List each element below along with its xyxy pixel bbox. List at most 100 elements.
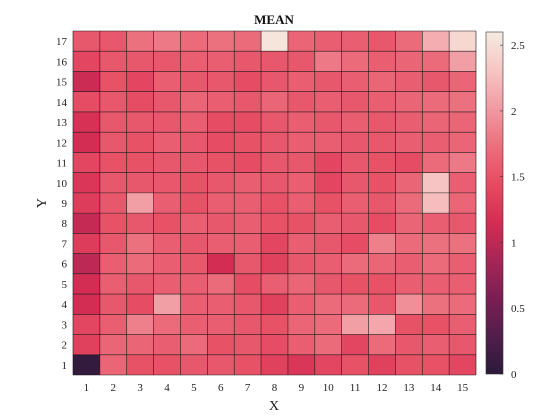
heatmap-cell-x2-y10 — [99, 172, 127, 193]
heatmap-cell-x9-y2 — [287, 334, 315, 355]
heatmap-cell-x3-y13 — [126, 111, 154, 133]
heatmap-cell-x12-y4 — [368, 294, 396, 315]
heatmap-cells — [73, 31, 476, 375]
heatmap-cell-x5-y5 — [180, 273, 208, 295]
heatmap-cell-x9-y14 — [287, 91, 315, 112]
x-tick-labels: 1 2 3 4 5 6 7 8 9 10 11 12 13 14 15 — [84, 382, 469, 394]
heatmap-cell-x6-y3 — [207, 314, 235, 335]
heatmap-cell-x7-y4 — [234, 294, 262, 315]
heatmap-cell-x11-y10 — [341, 172, 369, 193]
heatmap-cell-x1-y8 — [73, 213, 100, 234]
heatmap-cell-x2-y3 — [99, 314, 127, 335]
heatmap-cell-x12-y11 — [368, 152, 396, 173]
heatmap-cell-x10-y13 — [314, 111, 342, 133]
heatmap-cell-x15-y5 — [449, 273, 476, 295]
y-tick-label: 11 — [56, 158, 67, 170]
heatmap-cell-x11-y15 — [341, 71, 369, 92]
heatmap-cell-x12-y17 — [368, 31, 396, 52]
heatmap-cell-x2-y17 — [99, 31, 127, 52]
heatmap-cell-x7-y14 — [234, 91, 262, 112]
heatmap-cell-x15-y12 — [449, 132, 476, 153]
heatmap-cell-x10-y8 — [314, 213, 342, 234]
heatmap-cell-x7-y9 — [234, 192, 262, 214]
heatmap-cell-x12-y1 — [368, 354, 396, 375]
heatmap-cell-x6-y13 — [207, 111, 235, 133]
heatmap-cell-x4-y7 — [153, 233, 181, 254]
heatmap-cell-x4-y2 — [153, 334, 181, 355]
heatmap-cell-x14-y5 — [422, 273, 450, 295]
heatmap-cell-x8-y11 — [261, 152, 288, 173]
heatmap-cell-x5-y1 — [180, 354, 208, 375]
heatmap-cell-x5-y15 — [180, 71, 208, 92]
heatmap-cell-x11-y13 — [341, 111, 369, 133]
heatmap-cell-x7-y11 — [234, 152, 262, 173]
heatmap-cell-x9-y8 — [287, 213, 315, 234]
heatmap-cell-x9-y10 — [287, 172, 315, 193]
heatmap-cell-x1-y17 — [73, 31, 100, 52]
heatmap-cell-x10-y12 — [314, 132, 342, 153]
heatmap-cell-x1-y7 — [73, 233, 100, 254]
heatmap-cell-x15-y4 — [449, 294, 476, 315]
heatmap-cell-x4-y17 — [153, 31, 181, 52]
heatmap-cell-x2-y1 — [99, 354, 127, 375]
heatmap-cell-x9-y17 — [287, 31, 315, 52]
heatmap-cell-x13-y14 — [395, 91, 423, 112]
heatmap-cell-x10-y1 — [314, 354, 342, 375]
heatmap-cell-x2-y16 — [99, 51, 127, 72]
heatmap-cell-x5-y8 — [180, 213, 208, 234]
heatmap-cell-x4-y1 — [153, 354, 181, 375]
heatmap-cell-x5-y13 — [180, 111, 208, 133]
heatmap-cell-x2-y5 — [99, 273, 127, 295]
heatmap-cell-x4-y15 — [153, 71, 181, 92]
colorbar-tick-label: 0 — [511, 369, 517, 381]
heatmap-cell-x15-y9 — [449, 192, 476, 214]
heatmap-cell-x3-y1 — [126, 354, 154, 375]
heatmap-cell-x12-y16 — [368, 51, 396, 72]
x-tick-label: 2 — [111, 382, 117, 394]
heatmap-cell-x14-y3 — [422, 314, 450, 335]
heatmap-cell-x15-y17 — [449, 31, 476, 52]
heatmap-cell-x10-y11 — [314, 152, 342, 173]
heatmap-cell-x8-y14 — [261, 91, 288, 112]
heatmap-cell-x12-y6 — [368, 253, 396, 274]
heatmap-cell-x15-y3 — [449, 314, 476, 335]
heatmap-cell-x2-y7 — [99, 233, 127, 254]
heatmap-cell-x7-y8 — [234, 213, 262, 234]
heatmap-cell-x6-y5 — [207, 273, 235, 295]
heatmap-cell-x8-y2 — [261, 334, 288, 355]
heatmap-cell-x14-y4 — [422, 294, 450, 315]
heatmap-cell-x11-y16 — [341, 51, 369, 72]
heatmap-cell-x7-y17 — [234, 31, 262, 52]
heatmap-cell-x1-y6 — [73, 253, 100, 274]
heatmap-cell-x3-y15 — [126, 71, 154, 92]
heatmap-cell-x13-y1 — [395, 354, 423, 375]
heatmap-cell-x2-y6 — [99, 253, 127, 274]
heatmap-cell-x8-y12 — [261, 132, 288, 153]
x-tick-label: 9 — [299, 382, 305, 394]
heatmap-cell-x11-y6 — [341, 253, 369, 274]
heatmap-cell-x7-y6 — [234, 253, 262, 274]
heatmap-cell-x6-y14 — [207, 91, 235, 112]
x-tick-label: 7 — [245, 382, 251, 394]
y-tick-label: 14 — [56, 97, 68, 109]
heatmap-cell-x8-y13 — [261, 111, 288, 133]
heatmap-cell-x3-y12 — [126, 132, 154, 153]
heatmap-cell-x15-y8 — [449, 213, 476, 234]
heatmap-cell-x5-y12 — [180, 132, 208, 153]
y-tick-label: 13 — [56, 117, 68, 129]
x-axis-label: X — [269, 399, 279, 414]
x-tick-label: 3 — [137, 382, 143, 394]
heatmap-cell-x6-y7 — [207, 233, 235, 254]
heatmap-cell-x8-y7 — [261, 233, 288, 254]
heatmap-cell-x7-y2 — [234, 334, 262, 355]
heatmap-cell-x15-y1 — [449, 354, 476, 375]
heatmap-cell-x9-y3 — [287, 314, 315, 335]
heatmap-cell-x8-y4 — [261, 294, 288, 315]
heatmap-cell-x1-y4 — [73, 294, 100, 315]
heatmap-cell-x8-y16 — [261, 51, 288, 72]
heatmap-cell-x14-y17 — [422, 31, 450, 52]
heatmap-cell-x13-y5 — [395, 273, 423, 295]
heatmap-cell-x10-y5 — [314, 273, 342, 295]
heatmap-cell-x13-y2 — [395, 334, 423, 355]
